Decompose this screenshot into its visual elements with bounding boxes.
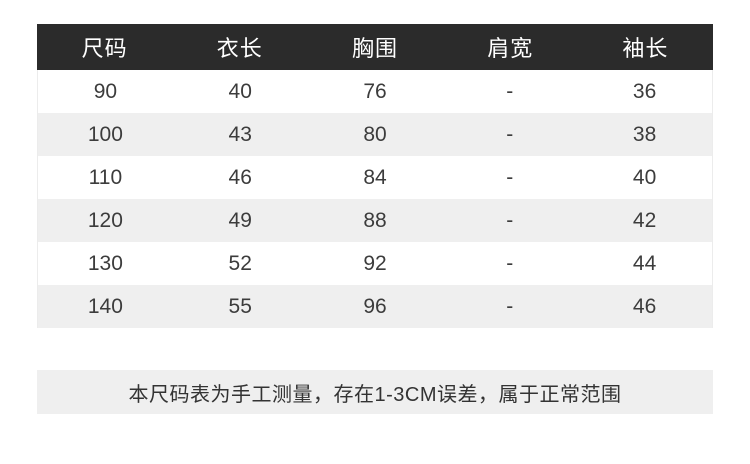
table-cell: 84 bbox=[363, 165, 387, 189]
table-cell: 100 bbox=[87, 122, 123, 146]
table-cell: 96 bbox=[363, 294, 387, 318]
table-cell: 90 bbox=[93, 79, 118, 103]
table-cell: 40 bbox=[632, 165, 657, 189]
table-header-cell: 袖长 bbox=[622, 36, 669, 61]
table-cell: 40 bbox=[228, 79, 252, 103]
table-header-cell: 胸围 bbox=[352, 36, 399, 61]
table-cell: - bbox=[506, 122, 514, 146]
table-cell: - bbox=[506, 294, 514, 318]
table-cell: 44 bbox=[632, 251, 657, 275]
table-row: 130 52 92 - 44 bbox=[38, 242, 712, 285]
table-cell: 46 bbox=[228, 165, 252, 189]
table-header-row: 尺码 衣长 胸围 肩宽 袖长 bbox=[37, 24, 713, 70]
table-cell: 130 bbox=[87, 251, 123, 275]
size-chart-table: 尺码 衣长 胸围 肩宽 袖长 90 40 76 - 36 100 43 80 - 38 110 46 84 - 40… bbox=[37, 24, 713, 414]
table-row: 110 46 84 - 40 bbox=[38, 156, 712, 199]
table-row: 100 43 80 - 38 bbox=[38, 113, 712, 156]
measurement-note-text: 本尺码表为手工测量，存在1-3CM误差，属于正常范围 bbox=[128, 383, 622, 406]
table-cell: 140 bbox=[87, 294, 123, 318]
table-header-cell: 尺码 bbox=[81, 36, 128, 61]
table-cell: - bbox=[506, 79, 514, 103]
table-cell: 80 bbox=[363, 122, 387, 146]
table-row: 140 55 96 - 46 bbox=[38, 285, 712, 328]
table-cell: 92 bbox=[363, 251, 387, 275]
table-cell: 42 bbox=[632, 208, 657, 232]
table-cell: - bbox=[506, 208, 514, 232]
table-cell: 46 bbox=[632, 294, 657, 318]
table-footer-spacer bbox=[37, 328, 713, 370]
table-cell: 110 bbox=[88, 165, 123, 189]
table-row: 90 40 76 - 36 bbox=[38, 70, 712, 113]
table-header-cell: 衣长 bbox=[216, 36, 263, 61]
table-cell: 43 bbox=[228, 122, 252, 146]
table-cell: 52 bbox=[228, 251, 252, 275]
table-cell: - bbox=[506, 165, 514, 189]
table-row: 120 49 88 - 42 bbox=[38, 199, 712, 242]
table-cell: 88 bbox=[363, 208, 387, 232]
table-header-cell: 肩宽 bbox=[487, 36, 534, 61]
table-cell: - bbox=[506, 251, 514, 275]
table-cell: 36 bbox=[632, 79, 657, 103]
measurement-note-bar: 本尺码表为手工测量，存在1-3CM误差，属于正常范围 bbox=[37, 370, 713, 414]
table-cell: 120 bbox=[87, 208, 123, 232]
table-cell: 55 bbox=[228, 294, 252, 318]
table-cell: 49 bbox=[228, 208, 252, 232]
table-cell: 38 bbox=[632, 122, 657, 146]
table-cell: 76 bbox=[363, 79, 387, 103]
size-table-body: 90 40 76-36 100 43 80-38 110 46 84-40 120 49 88-42 1… bbox=[37, 70, 713, 328]
